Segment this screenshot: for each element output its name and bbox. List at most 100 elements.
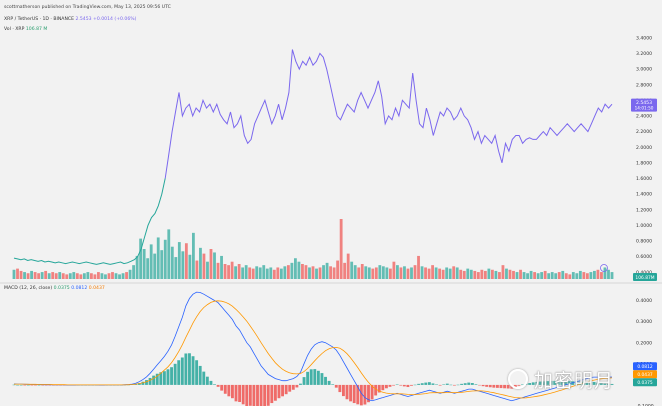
volume-bars	[12, 219, 614, 279]
macd-histogram	[12, 353, 614, 406]
macd-histogram-bar	[402, 384, 406, 387]
volume-bar	[554, 273, 558, 279]
macd-histogram-bar	[449, 384, 453, 386]
volume-bar	[561, 270, 565, 279]
macd-histogram-bar	[567, 381, 571, 385]
volume-bar	[374, 267, 378, 279]
volume-bar	[16, 268, 19, 279]
macd-histogram-bar	[431, 383, 435, 385]
volume-bar	[146, 258, 150, 279]
tradingview-marker-icon	[600, 264, 608, 272]
volume-bar	[536, 273, 540, 279]
volume-bar	[311, 266, 315, 279]
volume-bar	[19, 270, 23, 279]
volume-bar	[26, 273, 30, 279]
volume-bar	[104, 274, 107, 279]
volume-bar	[199, 247, 202, 279]
volume-bar	[385, 267, 389, 279]
macd-histogram-bar	[180, 357, 184, 385]
volume-bar	[501, 265, 505, 279]
volume-bar	[191, 232, 195, 279]
macd-value-tag-label: 0.0375	[637, 380, 653, 386]
volume-tag	[633, 273, 657, 281]
volume-bar	[445, 267, 449, 279]
macd-histogram-bar	[270, 384, 274, 404]
macd-histogram-bar	[313, 369, 317, 385]
price-axis-tick: 0.6000	[636, 254, 652, 260]
macd-histogram-bar	[499, 384, 503, 389]
macd-histogram-bar	[442, 384, 446, 385]
macd-histogram-bar	[23, 384, 27, 386]
macd-histogram-bar	[585, 381, 589, 385]
macd-axis-tick: -0.1000	[636, 404, 654, 406]
volume-bar	[508, 269, 512, 279]
volume-bar	[336, 260, 340, 279]
macd-histogram-bar	[535, 381, 539, 385]
macd-signal-line	[14, 300, 613, 399]
macd-histogram-bar	[406, 384, 410, 388]
volume-bar	[206, 261, 209, 279]
volume-bar	[529, 270, 533, 279]
macd-histogram-bar	[213, 384, 216, 385]
volume-bar	[466, 268, 470, 279]
volume-bar	[469, 269, 473, 279]
volume-bar	[388, 268, 392, 279]
volume-bar	[93, 274, 97, 279]
volume-bar	[353, 265, 357, 279]
volume-bar	[65, 274, 69, 279]
volume-bar	[519, 269, 522, 279]
macd-histogram-bar	[327, 380, 331, 385]
macd-histogram-bar	[381, 384, 385, 391]
volume-bar	[315, 268, 318, 279]
macd-histogram-bar	[19, 384, 23, 386]
macd-histogram-bar	[16, 384, 20, 386]
volume-bar	[448, 268, 452, 279]
macd-histogram-bar	[266, 384, 270, 406]
volume-bar	[512, 270, 515, 279]
volume-bar	[304, 265, 308, 279]
macd-histogram-bar	[592, 381, 596, 385]
volume-label: Vol · XRP	[4, 27, 25, 32]
macd-histogram-bar	[26, 384, 30, 386]
volume-bar	[118, 274, 121, 279]
macd-value-tag	[633, 370, 657, 379]
macd-histogram-bar	[410, 384, 413, 386]
volume-bar	[381, 266, 385, 279]
volume-bar	[244, 265, 248, 279]
volume-bar	[540, 272, 544, 279]
volume-bar	[346, 253, 350, 279]
macd-histogram-bar	[495, 384, 499, 388]
current-price-tag	[631, 98, 657, 112]
macd-histogram-bar	[152, 375, 156, 385]
macd-histogram-bar	[195, 360, 199, 385]
volume-bar	[420, 266, 424, 279]
volume-bar	[533, 272, 537, 279]
volume-bar	[318, 267, 322, 279]
volume-bar	[132, 265, 136, 279]
volume-bar	[487, 268, 491, 279]
macd-histogram-bar	[30, 384, 34, 386]
volume-bar	[142, 249, 146, 279]
macd-histogram-bar	[227, 384, 231, 397]
volume-bar	[167, 229, 171, 279]
macd-histogram-bar	[392, 384, 396, 386]
volume-bar	[431, 265, 435, 279]
macd-histogram-bar	[384, 384, 388, 389]
volume-bar	[262, 265, 266, 279]
macd-histogram-bar	[549, 380, 553, 385]
macd-histogram-bar	[342, 384, 345, 397]
volume-bar	[593, 270, 596, 279]
macd-histogram-bar	[377, 384, 381, 393]
volume-bar	[177, 242, 181, 279]
macd-histogram-bar	[528, 383, 532, 385]
volume-bar	[237, 264, 241, 279]
macd-histogram-bar	[370, 384, 374, 400]
volume-bar	[255, 266, 259, 279]
price-axis-tick: 1.4000	[636, 192, 652, 198]
volume-bar	[195, 260, 199, 279]
macd-histogram-bar	[173, 363, 177, 385]
macd-axis-tick: 0.2000	[636, 340, 652, 346]
macd-histogram-bar	[374, 384, 378, 396]
macd-histogram-bar	[610, 383, 614, 385]
volume-bar	[37, 273, 41, 279]
